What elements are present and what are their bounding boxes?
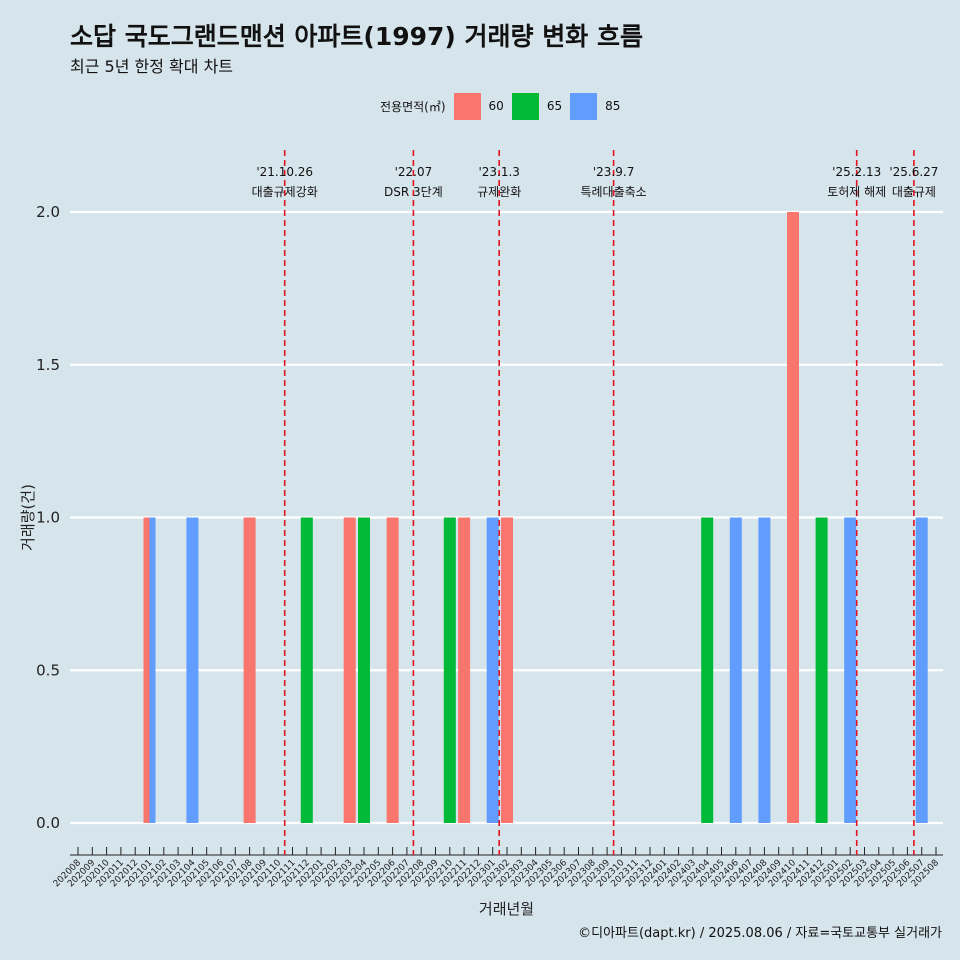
- legend: 전용면적(㎡) 60 65 85: [380, 92, 628, 120]
- chart-subtitle: 최근 5년 한정 확대 차트: [70, 57, 234, 76]
- event-name-label: 대출규제: [892, 185, 936, 199]
- bar-60-202211: [458, 517, 471, 823]
- y-axis-title: 거래량(건): [19, 484, 37, 551]
- bar-65-202404: [701, 517, 714, 823]
- bar-85-202101: [149, 517, 156, 823]
- event-date-label: '23.9.7: [593, 165, 634, 179]
- bar-85-202104: [186, 517, 199, 823]
- bar-60-202206: [386, 517, 399, 823]
- x-axis-title: 거래년월: [479, 900, 534, 918]
- event-name-label: 규제완화: [477, 185, 521, 199]
- legend-swatch-85: [570, 92, 598, 120]
- bar-60-202410: [787, 212, 799, 823]
- legend-label-60: 60: [488, 99, 504, 113]
- source-caption: ©디아파트(dapt.kr) / 2025.08.06 / 자료=국토교통부 실…: [578, 926, 942, 941]
- event-name-label: 대출규제강화: [252, 185, 318, 199]
- event-date-label: '23.1.3: [478, 165, 519, 179]
- y-tick-label: 0.5: [36, 661, 60, 679]
- bar-60-202302: [501, 517, 513, 823]
- event-name-label: 토허제 해제: [827, 185, 886, 199]
- bar-65-202412: [815, 517, 828, 823]
- bar-60-202203: [343, 517, 356, 823]
- bar-85-202408: [758, 517, 771, 823]
- event-date-label: '22.07: [395, 165, 433, 179]
- bar-85-202502: [844, 517, 857, 823]
- y-tick-label: 0.0: [36, 814, 60, 832]
- bar-85-202507: [915, 517, 928, 823]
- bar-60-202101: [143, 517, 150, 823]
- legend-label-65: 65: [546, 99, 563, 113]
- legend-item-65: 65: [511, 92, 563, 120]
- legend-item-85: 85: [570, 92, 621, 120]
- bar-65-202204: [358, 517, 370, 823]
- legend-label-85: 85: [605, 99, 621, 113]
- y-tick-label: 1.0: [36, 509, 60, 527]
- bar-65-202210: [443, 517, 456, 823]
- event-name-label: DSR 3단계: [384, 185, 443, 199]
- legend-title: 전용면적(㎡): [380, 99, 446, 114]
- legend-swatch-65: [511, 92, 539, 120]
- bar-65-202112: [300, 517, 313, 823]
- chart-title: 소답 국도그랜드맨션 아파트(1997) 거래량 변화 흐름: [70, 22, 643, 51]
- legend-item-60: 60: [453, 92, 504, 120]
- y-tick-label: 1.5: [36, 356, 60, 374]
- bar-85-202301: [486, 517, 499, 823]
- legend-swatch-60: [453, 92, 481, 120]
- event-date-label: '25.2.13: [832, 165, 881, 179]
- y-tick-label: 2.0: [36, 203, 60, 221]
- bar-60-202108: [243, 517, 256, 823]
- event-name-label: 특례대출축소: [580, 185, 646, 199]
- event-date-label: '25.6.27: [889, 165, 938, 179]
- bar-85-202406: [729, 517, 742, 823]
- event-date-label: '21.10.26: [256, 165, 313, 179]
